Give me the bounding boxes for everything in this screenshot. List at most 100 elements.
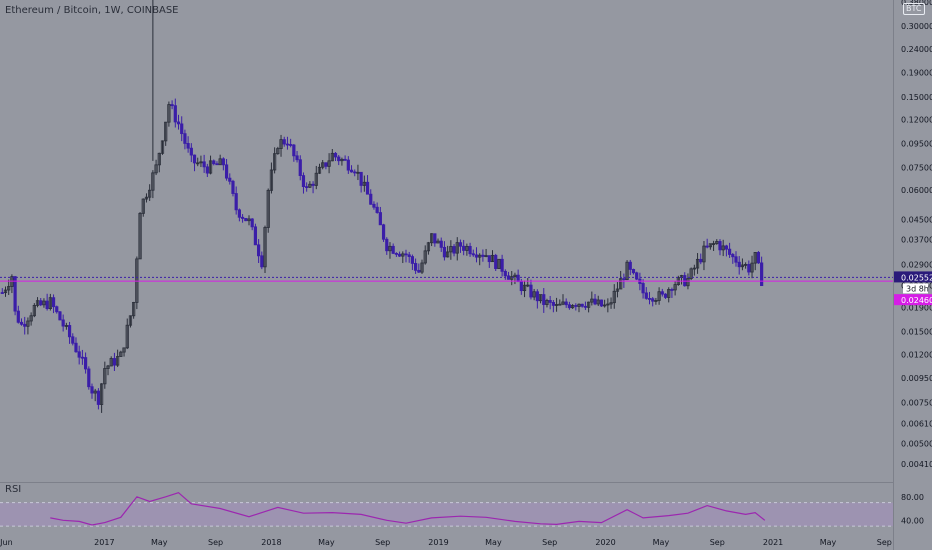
candle-body: [244, 218, 248, 222]
candle-body: [170, 104, 174, 107]
candle-body: [718, 241, 722, 251]
x-tick-label: 2021: [763, 538, 783, 547]
candle-body: [106, 365, 110, 369]
candle-body: [603, 304, 607, 307]
y-tick-label: 0.09500: [901, 139, 932, 148]
candle-body: [503, 270, 507, 277]
candle-body: [132, 302, 136, 317]
candle-body: [526, 284, 530, 287]
candle-body: [465, 245, 469, 251]
candle-body: [186, 143, 190, 149]
candle-body: [404, 253, 408, 256]
candle-body: [449, 246, 453, 253]
candle-body: [545, 300, 549, 305]
y-tick-label: 0.15000: [901, 93, 932, 102]
candle-body: [490, 254, 495, 263]
candle-body: [519, 281, 523, 292]
candle-body: [279, 139, 283, 149]
candle-body: [715, 241, 719, 244]
candle-body: [442, 246, 447, 258]
candle-body: [615, 288, 620, 292]
candle-body: [311, 183, 315, 186]
candle-body: [346, 159, 350, 171]
candle-body: [173, 105, 177, 123]
candle-body: [436, 240, 440, 244]
candle-body: [7, 286, 11, 291]
candle-body: [551, 302, 555, 306]
candle-body: [599, 299, 604, 307]
candle-body: [19, 321, 24, 325]
candle-body: [64, 325, 68, 327]
candle-body: [80, 356, 84, 359]
candle-body: [327, 160, 331, 167]
x-tick-label: May: [318, 538, 335, 547]
candle-body: [644, 292, 648, 299]
x-tick-label: 2019: [428, 538, 448, 547]
candle-body: [433, 233, 437, 244]
candle-body: [157, 152, 161, 166]
candle-body: [426, 242, 431, 252]
candle-body: [42, 300, 46, 306]
candle-body: [292, 144, 296, 157]
candle-body: [282, 139, 286, 145]
candle-body: [481, 254, 485, 257]
candle-body: [365, 181, 370, 195]
candle-body: [67, 325, 72, 338]
candle-body: [61, 319, 65, 327]
candle-body: [215, 163, 219, 166]
candle-body: [577, 303, 581, 307]
candle-body: [561, 301, 565, 305]
candle-body: [567, 304, 571, 309]
y-tick-label: 0.03700: [901, 236, 932, 245]
candle-body: [167, 104, 171, 123]
candle-body: [90, 386, 94, 394]
candle-body: [663, 293, 668, 298]
candle-body: [510, 276, 514, 280]
y-tick-label: 0.01200: [901, 350, 932, 359]
candle-body: [548, 300, 552, 303]
candle-body: [74, 342, 78, 353]
x-tick-label: Sep: [208, 538, 223, 547]
candle-body: [356, 171, 360, 174]
candle-body: [192, 154, 197, 164]
candle-body: [144, 196, 149, 200]
y-tick-label: 0.01500: [901, 328, 932, 337]
rsi-label: RSI: [5, 484, 22, 495]
rsi-tick-label: 40.00: [901, 516, 924, 525]
candle-body: [305, 186, 309, 188]
candle-body: [500, 258, 504, 272]
candle-body: [631, 269, 636, 274]
candle-body: [407, 254, 411, 257]
y-tick-label: 0.12000: [901, 116, 932, 125]
candle-body: [378, 212, 382, 226]
candle-body: [522, 284, 527, 292]
currency-badge[interactable]: BTC: [903, 3, 925, 15]
candle-body: [212, 160, 216, 165]
candle-body: [83, 357, 88, 370]
candle-body: [756, 252, 761, 264]
candle-body: [349, 169, 354, 173]
candle-body: [289, 144, 293, 146]
candle-body: [535, 291, 539, 302]
x-tick-label: Sep: [877, 538, 892, 547]
candle-body: [237, 209, 241, 218]
candle-body: [135, 258, 139, 303]
candle-body: [385, 238, 389, 252]
candle-body: [516, 274, 520, 283]
candle-body: [103, 368, 107, 385]
candle-body: [257, 244, 261, 257]
candle-body: [128, 315, 133, 326]
candle-body: [45, 300, 49, 309]
candle-body: [35, 300, 40, 306]
candle-body: [317, 166, 322, 174]
candle-body: [119, 351, 123, 357]
candle-body: [151, 172, 155, 191]
candle-body: [686, 278, 690, 287]
candle-body: [330, 152, 334, 162]
candle-body: [452, 246, 456, 254]
y-tick-label: 0.00500: [901, 440, 932, 449]
candle-body: [542, 294, 546, 305]
candle-body: [641, 283, 645, 294]
